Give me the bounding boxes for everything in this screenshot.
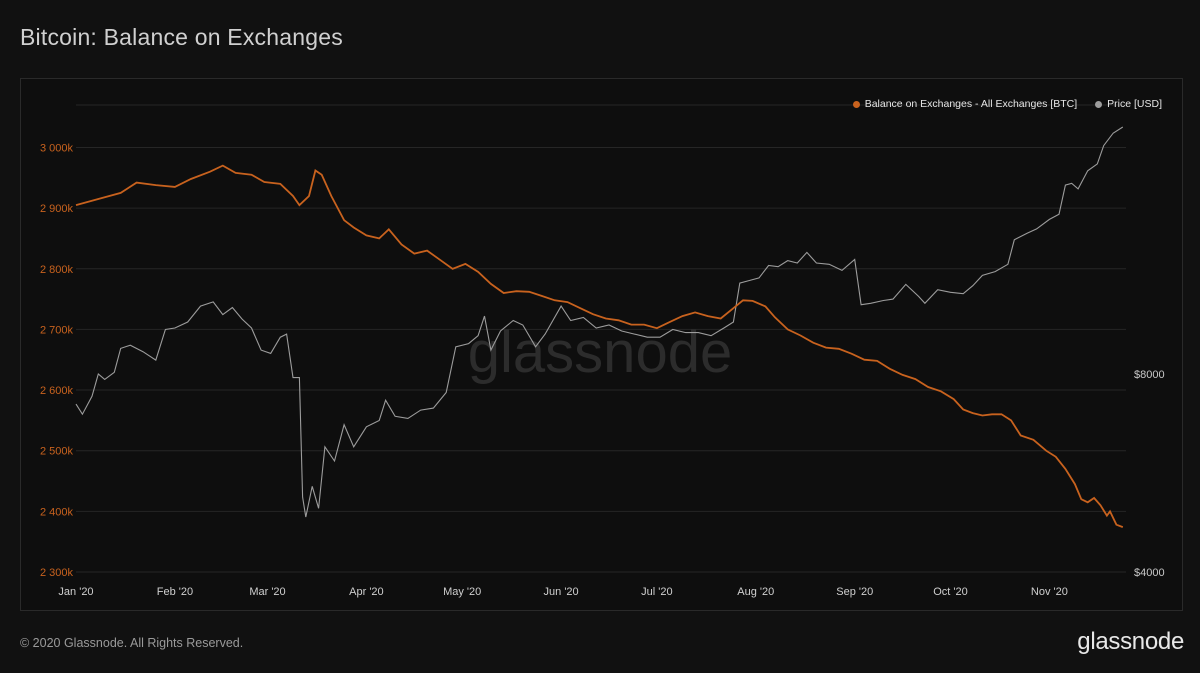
x-tick-label: Oct '20 [933, 586, 968, 598]
left-tick-label: 2 800k [40, 264, 74, 276]
chart-frame [20, 78, 1183, 611]
legend-dot-balance [852, 100, 860, 108]
x-tick-label: Apr '20 [349, 586, 384, 598]
x-tick-label: Mar '20 [249, 586, 285, 598]
left-tick-label: 2 600k [40, 385, 74, 397]
x-tick-label: Aug '20 [737, 586, 774, 598]
legend-label-balance: Balance on Exchanges - All Exchanges [BT… [864, 98, 1078, 110]
series-line-balance [75, 164, 1124, 528]
legend-item-balance[interactable]: Balance on Exchanges - All Exchanges [BT… [852, 98, 1078, 110]
page-title: Bitcoin: Balance on Exchanges [20, 24, 343, 50]
x-axis: Jan '20 Feb '20 Mar '20 Apr '20 May '20 Jun '… [58, 586, 1067, 598]
left-tick-label: 2 500k [40, 446, 74, 458]
x-tick-label: Nov '20 [1031, 586, 1068, 598]
chart-legend: Balance on Exchanges - All Exchanges [BT… [852, 98, 1162, 110]
left-axis: 2 300k 2 400k 2 500k 2 600k 2 700k 2 800k 2 90… [40, 142, 74, 579]
x-tick-label: Jun '20 [544, 586, 579, 598]
right-tick-label: $8000 [1134, 369, 1165, 381]
left-tick-label: 2 300k [40, 567, 74, 579]
left-tick-label: 3 000k [40, 142, 74, 154]
x-tick-label: Feb '20 [157, 586, 193, 598]
copyright-text: © 2020 Glassnode. All Rights Reserved. [20, 636, 244, 650]
legend-item-price[interactable]: Price [USD] [1095, 98, 1162, 110]
left-tick-label: 2 700k [40, 324, 74, 336]
right-axis: $4000 $8000 [1134, 369, 1165, 579]
brand-logo[interactable]: glassnode [1077, 628, 1184, 655]
legend-label-price: Price [USD] [1107, 98, 1162, 110]
grid-lines [76, 104, 1126, 573]
watermark: glassnode [468, 320, 732, 385]
right-tick-label: $4000 [1134, 567, 1165, 579]
x-tick-label: Sep '20 [836, 586, 873, 598]
left-tick-label: 2 400k [40, 506, 74, 518]
x-tick-label: May '20 [443, 586, 481, 598]
x-tick-label: Jan '20 [58, 586, 93, 598]
series-group [75, 126, 1124, 528]
series-line-price [75, 126, 1124, 518]
x-tick-label: Jul '20 [641, 586, 672, 598]
legend-dot-price [1095, 100, 1103, 108]
left-tick-label: 2 900k [40, 203, 74, 215]
